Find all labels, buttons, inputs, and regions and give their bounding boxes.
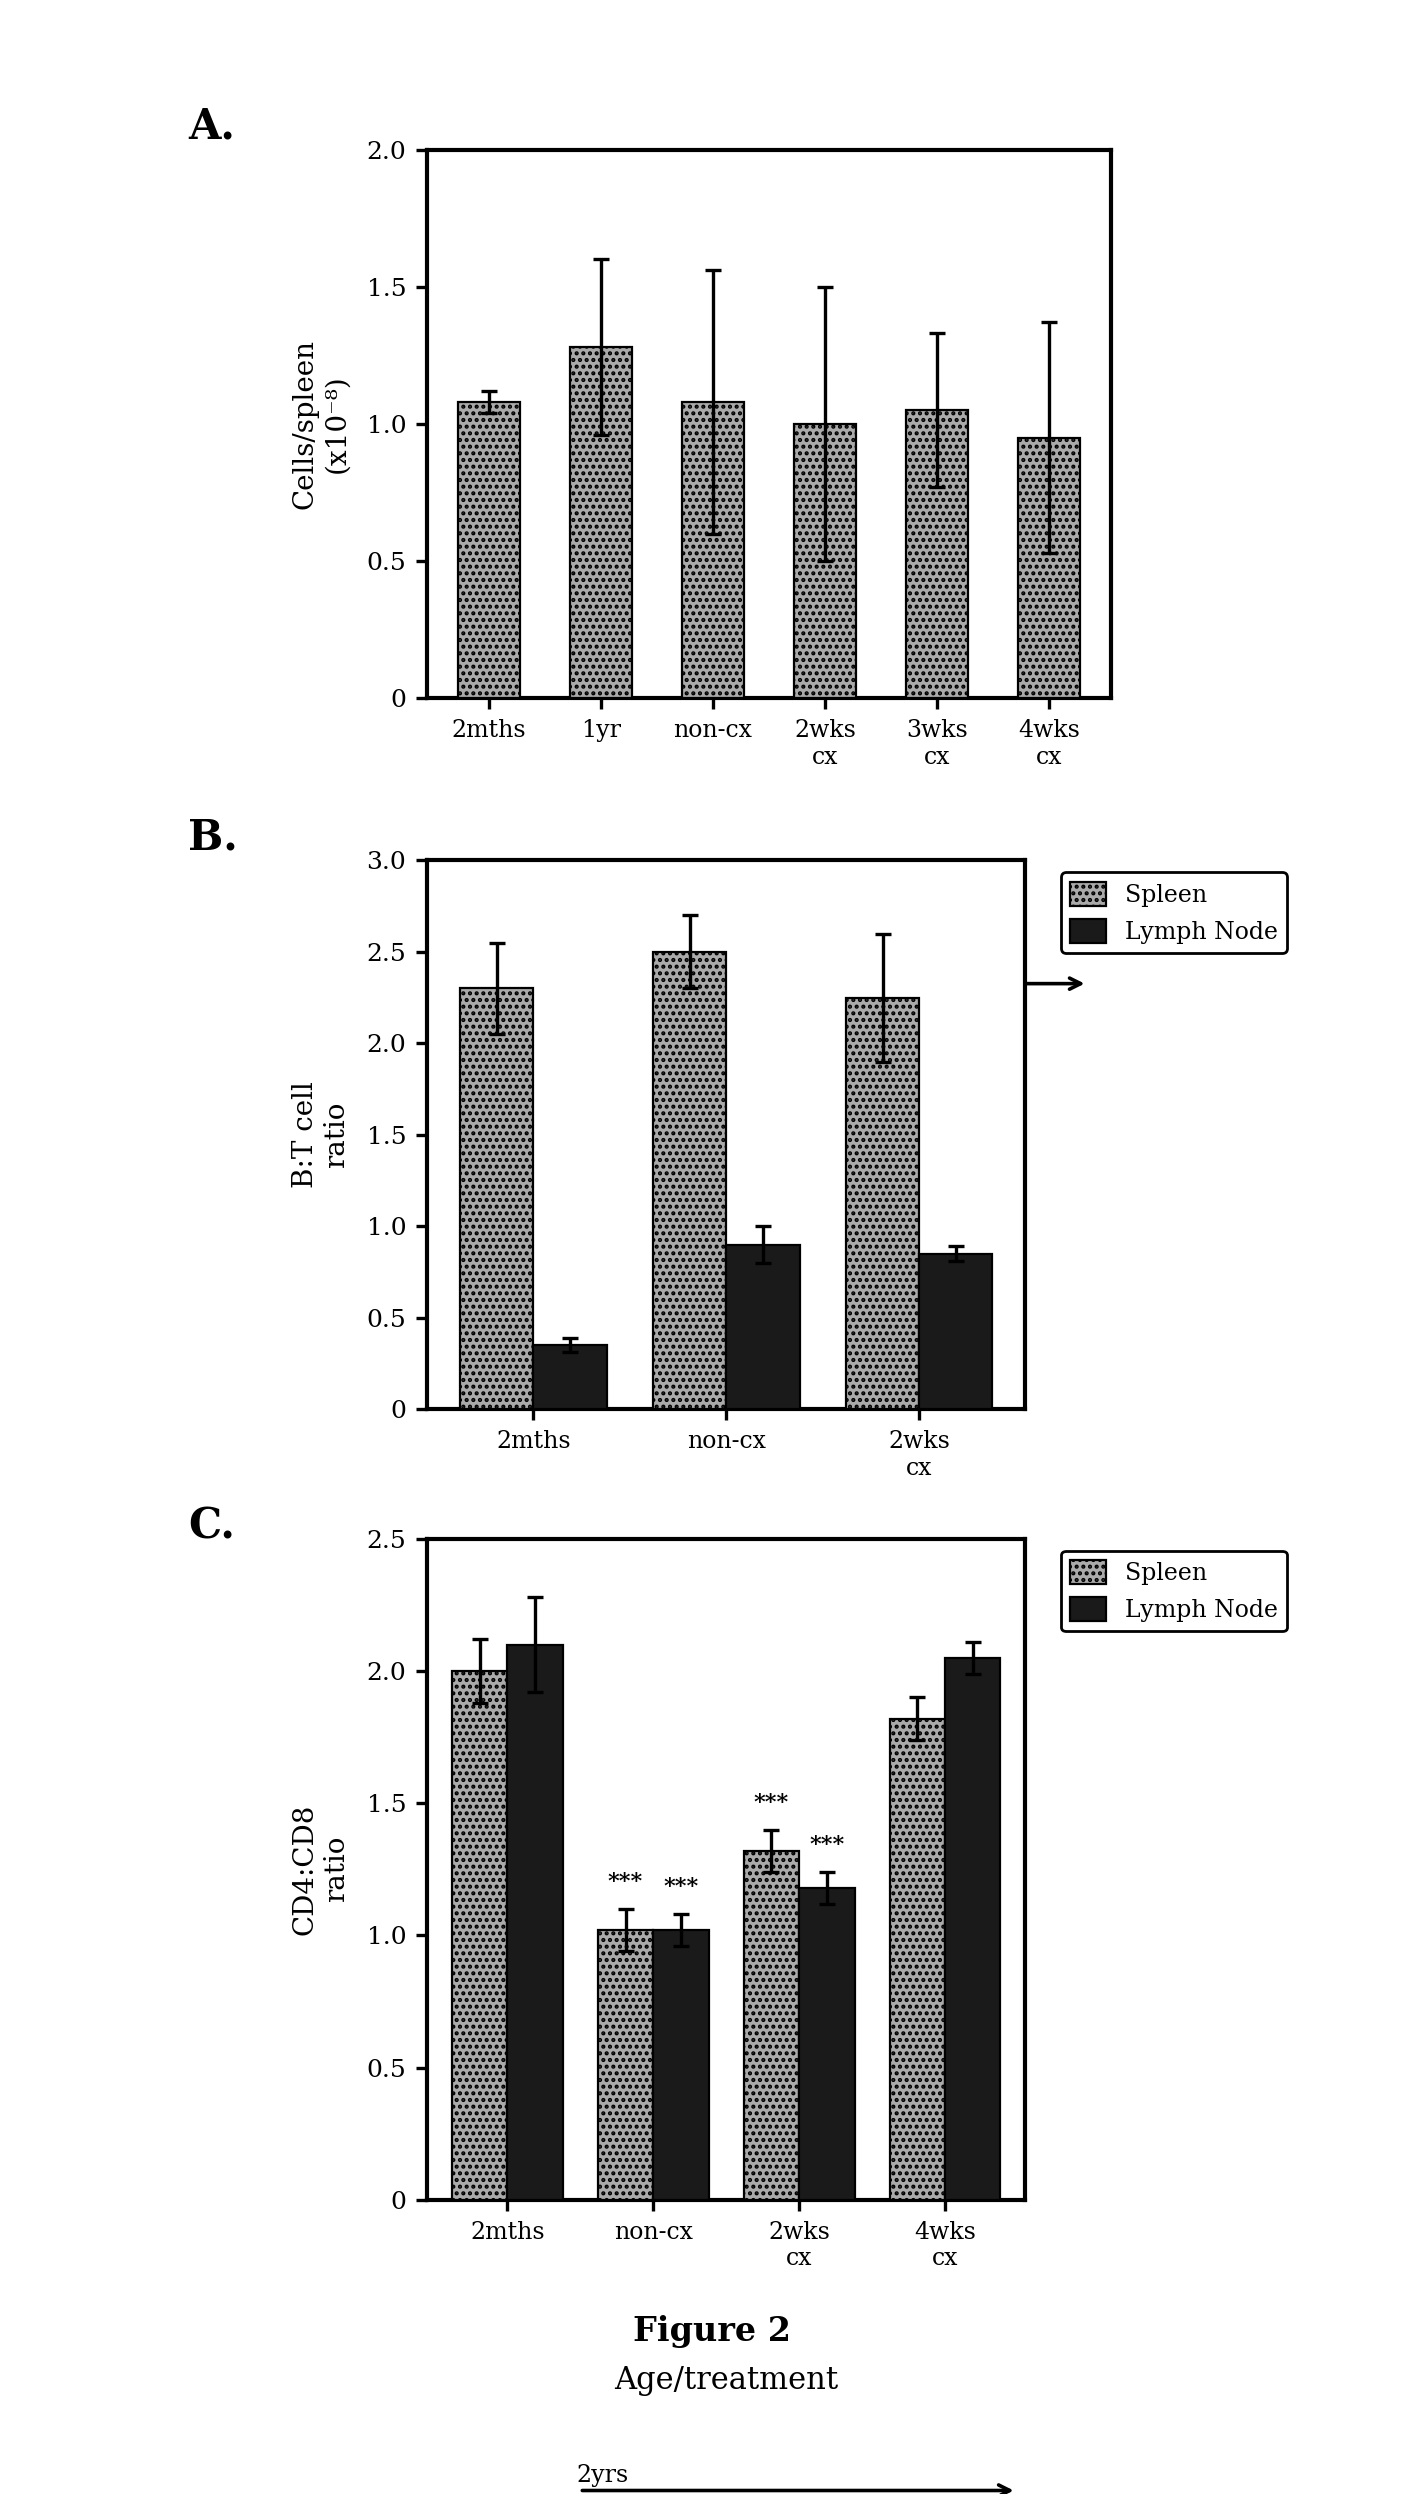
X-axis label: Age/treatment: Age/treatment: [614, 1579, 839, 1611]
Y-axis label: CD4:CD8
ratio: CD4:CD8 ratio: [292, 1803, 350, 1935]
Bar: [918, 1254, 993, 1409]
Bar: [654, 953, 726, 1409]
Bar: [598, 1930, 654, 2200]
Bar: [799, 1888, 854, 2200]
Y-axis label: Cells/spleen
(x10⁻⁸): Cells/spleen (x10⁻⁸): [292, 339, 350, 509]
Bar: [1018, 439, 1079, 698]
X-axis label: Age/treatment: Age/treatment: [656, 868, 881, 900]
Text: Figure 2: Figure 2: [634, 2314, 790, 2349]
Bar: [570, 347, 632, 698]
Bar: [890, 1718, 946, 2200]
Text: 2yrs: 2yrs: [577, 2464, 629, 2487]
Bar: [460, 988, 534, 1409]
Legend: Spleen, Lymph Node: Spleen, Lymph Node: [1061, 873, 1287, 953]
Bar: [726, 1245, 799, 1409]
Text: ***: ***: [809, 1833, 844, 1856]
Legend: Spleen, Lymph Node: Spleen, Lymph Node: [1061, 1551, 1287, 1631]
Bar: [946, 1659, 1001, 2200]
Bar: [906, 412, 968, 698]
X-axis label: Age/treatment: Age/treatment: [614, 2364, 839, 2397]
Text: ***: ***: [664, 1875, 699, 1898]
Bar: [795, 424, 856, 698]
Y-axis label: B:T cell
ratio: B:T cell ratio: [292, 1082, 350, 1187]
Bar: [654, 1930, 709, 2200]
Bar: [451, 1671, 507, 2200]
Bar: [507, 1644, 562, 2200]
Bar: [846, 998, 918, 1409]
Text: ***: ***: [753, 1791, 789, 1813]
Text: ***: ***: [608, 1870, 644, 1893]
Bar: [743, 1851, 799, 2200]
Text: C.: C.: [188, 1506, 235, 1549]
Bar: [682, 402, 743, 698]
Bar: [459, 402, 520, 698]
Text: B.: B.: [188, 816, 238, 858]
Text: A.: A.: [188, 105, 235, 147]
Bar: [534, 1344, 607, 1409]
Text: 2yrs: 2yrs: [637, 1666, 689, 1691]
Text: 2yrs: 2yrs: [632, 955, 685, 980]
